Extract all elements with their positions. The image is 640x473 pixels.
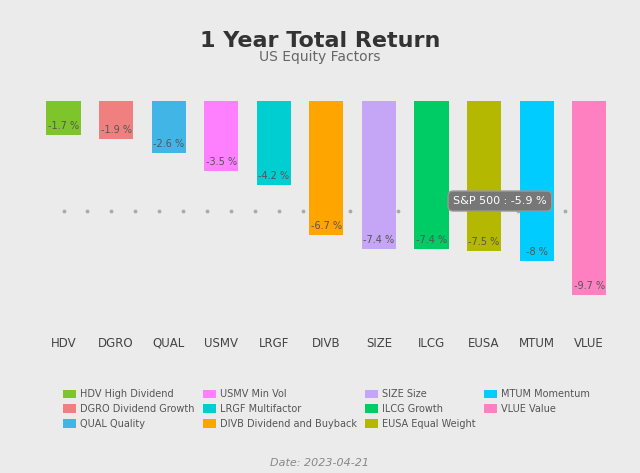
Legend: HDV High Dividend, DGRO Dividend Growth, QUAL Quality, USMV Min Vol, LRGF Multif: HDV High Dividend, DGRO Dividend Growth,… (59, 385, 594, 433)
Text: -7.4 %: -7.4 % (416, 236, 447, 245)
Bar (257, 101, 291, 185)
Text: -2.6 %: -2.6 % (153, 140, 184, 149)
Text: -7.4 %: -7.4 % (364, 236, 394, 245)
Text: -9.7 %: -9.7 % (573, 281, 605, 291)
Text: 1 Year Total Return: 1 Year Total Return (200, 31, 440, 51)
Text: -4.2 %: -4.2 % (259, 171, 289, 182)
Text: -6.7 %: -6.7 % (311, 221, 342, 231)
Bar (47, 101, 81, 135)
Bar (467, 101, 501, 251)
Bar (204, 101, 238, 171)
Bar (415, 101, 449, 249)
Text: S&P 500 : -5.9 %: S&P 500 : -5.9 % (453, 196, 547, 206)
Text: -7.5 %: -7.5 % (468, 237, 500, 247)
Text: -1.9 %: -1.9 % (100, 125, 132, 135)
Bar (572, 101, 606, 295)
Text: -8 %: -8 % (525, 247, 548, 257)
Bar (152, 101, 186, 153)
Bar (99, 101, 133, 139)
Text: US Equity Factors: US Equity Factors (259, 50, 381, 64)
Text: -1.7 %: -1.7 % (48, 122, 79, 131)
Text: Date: 2023-04-21: Date: 2023-04-21 (271, 458, 369, 468)
Bar (520, 101, 554, 261)
Bar (362, 101, 396, 249)
Text: -3.5 %: -3.5 % (205, 158, 237, 167)
Bar (309, 101, 344, 235)
